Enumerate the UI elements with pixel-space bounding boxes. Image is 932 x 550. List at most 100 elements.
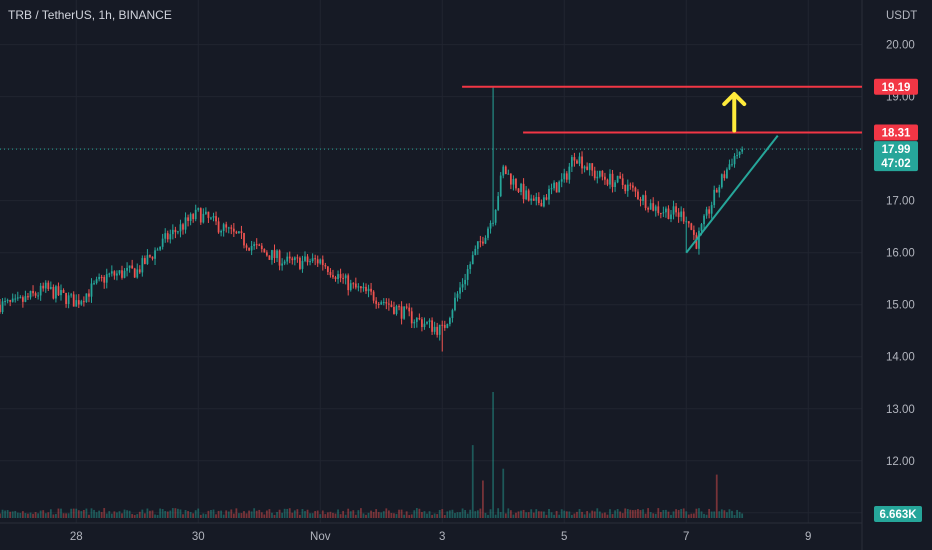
volume-bar bbox=[565, 511, 568, 518]
candle-body bbox=[395, 306, 398, 314]
candle-body bbox=[649, 203, 652, 210]
volume-bar bbox=[489, 509, 492, 518]
volume-bar bbox=[235, 508, 238, 518]
candle-body bbox=[517, 188, 520, 193]
candle-body bbox=[502, 166, 505, 176]
candle-body bbox=[548, 188, 550, 200]
volume-bar bbox=[110, 513, 113, 518]
candle-body bbox=[93, 283, 95, 285]
x-tick-label: 28 bbox=[70, 531, 83, 543]
candle-body bbox=[675, 206, 677, 213]
volume-bar bbox=[278, 509, 281, 518]
candle-body bbox=[314, 258, 317, 260]
candle-body bbox=[194, 209, 197, 220]
volume-bar bbox=[405, 511, 408, 518]
candle-body bbox=[377, 303, 380, 305]
candle-body bbox=[151, 256, 154, 259]
candle-body bbox=[240, 231, 243, 234]
candle-body bbox=[583, 166, 586, 169]
volume-bar bbox=[0, 513, 1, 518]
candle-body bbox=[629, 184, 632, 186]
volume-bar bbox=[273, 514, 276, 518]
volume-bar bbox=[316, 510, 319, 518]
candle-body bbox=[601, 170, 604, 177]
volume-bar bbox=[304, 511, 306, 518]
volume-bar bbox=[29, 512, 32, 518]
candle-body bbox=[418, 317, 421, 320]
volume-bar bbox=[225, 510, 228, 518]
volume-bar bbox=[299, 514, 301, 518]
volume-bar bbox=[517, 511, 520, 518]
candle-body bbox=[192, 214, 195, 220]
candle-body bbox=[492, 222, 494, 224]
volume-bar bbox=[141, 509, 144, 518]
candle-body bbox=[550, 188, 553, 190]
candle-body bbox=[665, 208, 667, 213]
volume-bar bbox=[543, 511, 545, 518]
candle-body bbox=[382, 302, 385, 304]
candle-body bbox=[672, 206, 675, 215]
y-tick-label: 20.00 bbox=[886, 40, 915, 52]
candle-body bbox=[398, 306, 400, 308]
candle-body bbox=[482, 241, 484, 244]
candle-body bbox=[390, 304, 393, 307]
candle-body bbox=[448, 318, 451, 325]
candle-body bbox=[698, 230, 700, 249]
volume-bar bbox=[433, 513, 436, 518]
candle-body bbox=[680, 211, 683, 217]
candle-body bbox=[667, 208, 670, 220]
volume-bar bbox=[113, 511, 116, 518]
volume-bar bbox=[698, 508, 700, 518]
volume-bar bbox=[85, 508, 88, 518]
volume-bar bbox=[72, 508, 75, 518]
candle-body bbox=[659, 213, 662, 215]
candle-body bbox=[70, 294, 73, 296]
volume-bar bbox=[649, 512, 652, 518]
volume-bar bbox=[527, 512, 530, 518]
drawings[interactable] bbox=[0, 85, 862, 254]
candle-body bbox=[687, 221, 690, 224]
candle-body bbox=[578, 156, 581, 164]
volume-bar bbox=[24, 513, 27, 518]
volume-bar bbox=[6, 510, 9, 518]
volume-bar bbox=[326, 512, 329, 518]
volume-bar bbox=[133, 514, 136, 518]
candle-body bbox=[321, 259, 324, 266]
last-price-badge-text: 47:02 bbox=[881, 158, 910, 170]
candle-body bbox=[32, 290, 34, 294]
candle-body bbox=[326, 266, 329, 273]
resistance-price-badge-text: 19.19 bbox=[882, 82, 911, 94]
candle-body bbox=[705, 209, 708, 216]
volume-bar bbox=[436, 514, 439, 518]
volume-bar bbox=[535, 509, 538, 518]
candle-body bbox=[647, 207, 650, 210]
candle-body bbox=[344, 275, 347, 279]
candle-body bbox=[179, 224, 182, 232]
volume-bar bbox=[4, 510, 6, 518]
candle-body bbox=[426, 321, 428, 324]
candle-body bbox=[639, 199, 642, 201]
volume-bar bbox=[390, 512, 393, 518]
volume-bar bbox=[710, 511, 713, 518]
volume-bar bbox=[301, 509, 304, 518]
volume-bar bbox=[14, 510, 17, 518]
candle-body bbox=[75, 300, 78, 307]
candle-body bbox=[532, 198, 535, 201]
candle-body bbox=[520, 183, 522, 193]
volume-bar bbox=[220, 510, 223, 518]
volume-bar bbox=[370, 510, 372, 518]
candle-body bbox=[55, 286, 57, 299]
volume-bar bbox=[703, 513, 705, 518]
candle-body bbox=[474, 248, 477, 256]
candle-body bbox=[499, 175, 502, 197]
candle-body bbox=[339, 274, 342, 278]
candle-body bbox=[738, 151, 741, 156]
candle-body bbox=[57, 286, 60, 296]
candle-body bbox=[1, 301, 4, 312]
volume-bar bbox=[421, 512, 423, 518]
volume-bar bbox=[685, 511, 688, 518]
candle-body bbox=[319, 259, 322, 264]
volume-bar bbox=[448, 510, 451, 518]
volume-bar bbox=[263, 514, 266, 518]
